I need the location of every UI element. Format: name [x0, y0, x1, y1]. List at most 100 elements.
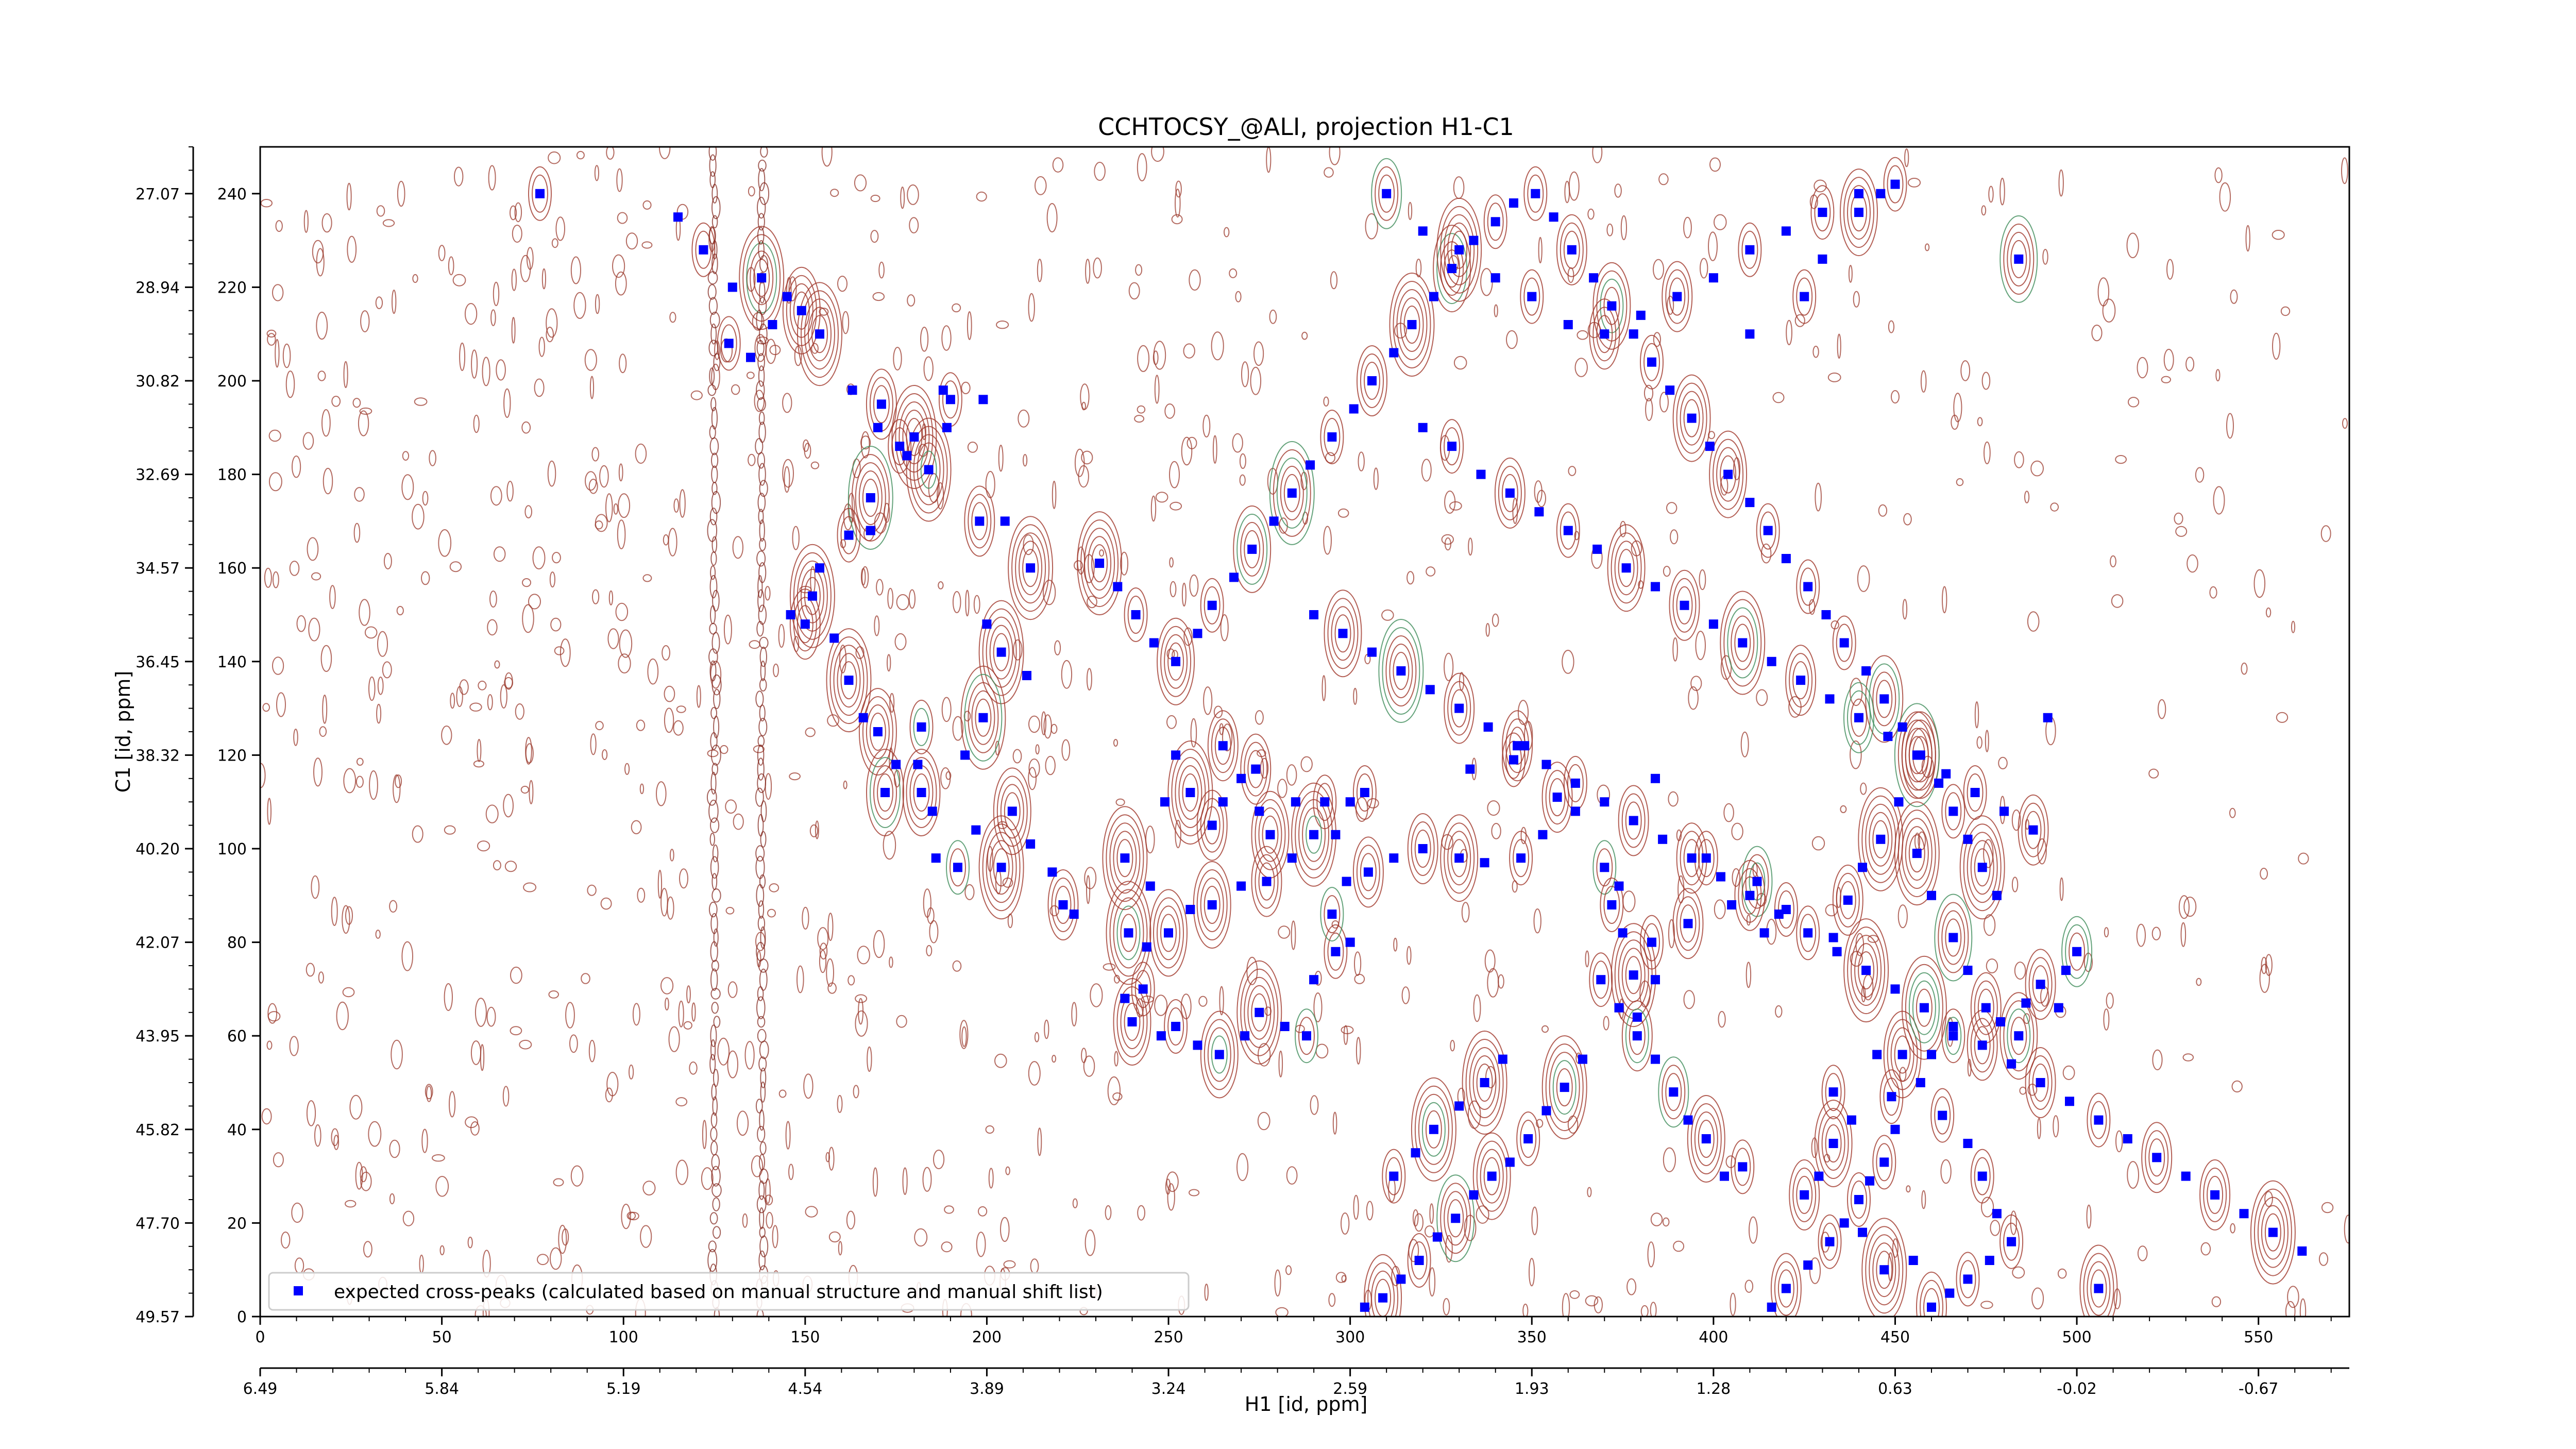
noise-contour: [272, 284, 284, 301]
streak-contour: [710, 856, 719, 879]
noise-contour: [952, 960, 962, 972]
cross-peak: [1214, 1050, 1224, 1059]
cross-peak: [1396, 666, 1406, 676]
noise-contour: [2182, 1053, 2194, 1062]
peak-contour: [1905, 826, 1929, 881]
noise-contour: [500, 684, 507, 709]
noise-contour: [1189, 269, 1201, 291]
streak-contour: [709, 227, 716, 245]
noise-contour: [1134, 415, 1145, 423]
noise-contour: [1487, 968, 1499, 998]
cross-peak: [866, 493, 875, 502]
noise-contour: [1151, 147, 1164, 162]
noise-contour: [665, 997, 669, 1010]
noise-contour: [522, 578, 531, 587]
noise-contour: [889, 693, 895, 713]
peak-contour: [1713, 439, 1744, 510]
noise-contour: [617, 212, 628, 224]
noise-contour: [1028, 1061, 1041, 1086]
noise-contour: [621, 1204, 631, 1229]
noise-contour: [488, 165, 496, 191]
noise-contour: [1003, 1260, 1016, 1269]
cross-peak: [1803, 582, 1813, 592]
noise-contour: [319, 726, 327, 737]
streak-contour: [758, 463, 766, 486]
noise-contour: [659, 147, 671, 159]
noise-contour: [2059, 877, 2064, 901]
cross-peak: [757, 273, 767, 283]
peak-contour: [1814, 1100, 1853, 1187]
noise-contour: [642, 574, 652, 582]
peak-contour: [1872, 671, 1896, 727]
noise-contour: [1653, 259, 1664, 280]
peak-contour: [1676, 586, 1693, 625]
y-tick-label: 60: [227, 1027, 247, 1046]
noise-contour: [1718, 1010, 1726, 1028]
cross-peak: [1963, 1139, 1973, 1148]
cross-peak: [1945, 1288, 1955, 1298]
peak-contour: [1945, 1017, 1962, 1055]
peak-contour: [1106, 881, 1151, 985]
noise-contour: [524, 505, 532, 518]
peak-contour: [1364, 1254, 1402, 1317]
noise-contour: [805, 727, 816, 737]
peak-contour: [1324, 589, 1362, 678]
cross-peak: [1265, 830, 1275, 839]
noise-contour: [402, 1210, 415, 1226]
noise-contour: [529, 780, 534, 804]
peak-contour: [1970, 1018, 1994, 1073]
noise-contour: [827, 714, 839, 727]
noise-contour: [1365, 213, 1378, 240]
cross-peak: [2181, 1171, 2191, 1181]
noise-contour: [998, 445, 1004, 472]
peak-contour: [1157, 617, 1195, 705]
noise-contour: [1072, 1198, 1078, 1208]
streak-contour: [709, 660, 717, 682]
noise-contour: [660, 977, 674, 995]
noise-contour: [640, 1225, 652, 1248]
noise-contour: [1443, 1298, 1450, 1316]
cross-peak: [982, 619, 992, 629]
noise-contour: [909, 217, 919, 233]
noise-contour: [1672, 637, 1678, 662]
peak-contour: [1839, 881, 1856, 919]
peak-contour: [1901, 955, 1947, 1060]
noise-contour: [1683, 216, 1692, 239]
cross-peak: [1897, 722, 1907, 732]
noise-contour: [635, 443, 647, 464]
peak-contour: [1371, 1270, 1395, 1317]
cross-peak: [960, 750, 970, 760]
noise-contour: [1809, 599, 1816, 615]
peak-contour: [2207, 1175, 2224, 1214]
noise-contour: [546, 308, 558, 338]
noise-contour: [896, 594, 910, 611]
cross-peak: [1047, 867, 1057, 877]
noise-contour: [401, 941, 414, 971]
noise-contour: [985, 1125, 994, 1134]
noise-contour: [547, 460, 556, 487]
peak-contour: [1669, 277, 1686, 316]
noise-contour: [1044, 1019, 1049, 1039]
peak-contour: [1407, 813, 1438, 884]
noise-contour: [368, 1121, 382, 1147]
peak-contour: [1963, 765, 1987, 820]
peak-contour: [1938, 902, 1969, 973]
noise-contour: [590, 733, 597, 755]
cross-peak: [2210, 1190, 2220, 1200]
noise-contour: [1592, 147, 1603, 163]
peak-contour: [1240, 968, 1279, 1056]
noise-contour: [837, 1094, 843, 1113]
cross-peak: [1309, 830, 1319, 839]
cross-peak: [1567, 245, 1577, 255]
noise-contour: [441, 726, 452, 745]
noise-contour: [360, 310, 370, 332]
noise-contour: [1211, 331, 1224, 361]
peak-contour: [2257, 1197, 2289, 1268]
peak-contour: [913, 773, 930, 812]
noise-contour: [1794, 314, 1805, 327]
cross-peak: [1821, 610, 1831, 619]
noise-contour: [323, 467, 333, 495]
noise-contour: [1667, 295, 1674, 315]
noise-contour: [878, 261, 885, 279]
x-ppm-tick-label: 4.54: [788, 1380, 822, 1398]
